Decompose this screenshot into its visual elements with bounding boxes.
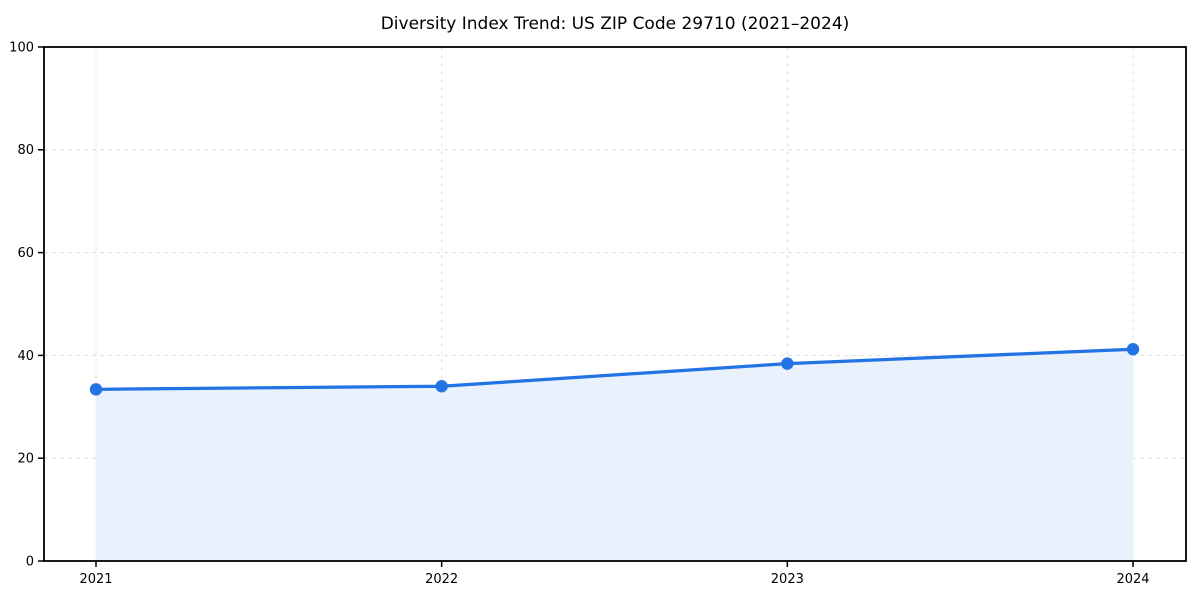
x-tick-label: 2021 [79, 572, 112, 587]
data-point-marker [89, 383, 103, 396]
y-tick-label: 20 [17, 452, 34, 467]
y-tick-label: 80 [17, 143, 34, 158]
y-tick-label: 0 [26, 554, 34, 569]
data-point-marker [781, 357, 794, 370]
area-fill [96, 349, 1133, 561]
trend-line [94, 347, 1135, 391]
plot-spines [43, 46, 1187, 562]
x-tick-label: 2023 [771, 572, 804, 587]
x-tick-label: 2024 [1116, 572, 1149, 587]
y-tick-label: 60 [17, 246, 34, 261]
chart-title: Diversity Index Trend: US ZIP Code 29710… [380, 14, 850, 34]
x-tick-label: 2022 [425, 572, 458, 587]
y-tick-label: 100 [9, 40, 34, 55]
data-markers [89, 343, 1140, 396]
y-axis-ticks: 0 20 40 60 80 100 [9, 40, 44, 569]
data-point-marker [1126, 343, 1140, 356]
data-point-marker [435, 380, 448, 393]
y-tick-label: 40 [17, 349, 34, 364]
x-axis-ticks: 2021 2022 2023 2024 [79, 561, 1150, 587]
